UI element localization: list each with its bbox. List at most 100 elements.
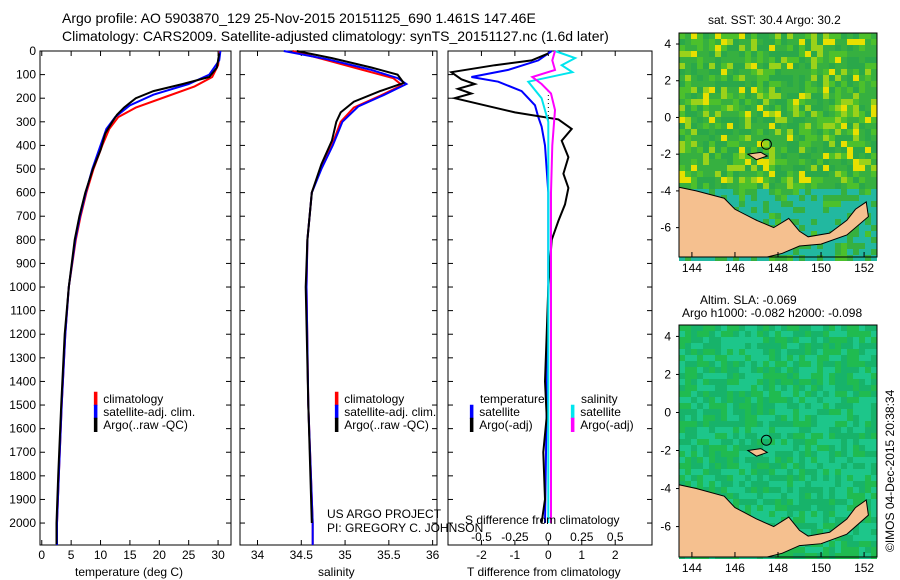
map-cell	[871, 237, 877, 243]
map-cell	[865, 493, 871, 499]
map-cell	[871, 409, 877, 415]
map-cell	[805, 69, 811, 75]
map-cell	[859, 499, 865, 505]
map-cell	[835, 93, 841, 99]
map-cell	[847, 99, 853, 105]
map-cell	[805, 397, 811, 403]
map-cell	[739, 499, 745, 505]
map-cell	[745, 487, 751, 493]
map-cell	[715, 183, 721, 189]
map-cell	[805, 207, 811, 213]
map-cell	[805, 201, 811, 207]
map-cell	[733, 415, 739, 421]
map-cell	[841, 105, 847, 111]
map-cell	[853, 135, 859, 141]
map-cell	[703, 87, 709, 93]
map-cell	[769, 469, 775, 475]
map-cell	[715, 463, 721, 469]
map-cell	[727, 39, 733, 45]
map-cell	[769, 367, 775, 373]
map-cell	[697, 255, 703, 261]
depth-tick-label: 2000	[9, 516, 36, 530]
map-cell	[793, 147, 799, 153]
map-cell	[853, 439, 859, 445]
map-cell	[781, 195, 787, 201]
map-cell	[727, 57, 733, 63]
map-cell	[859, 183, 865, 189]
map-cell	[835, 141, 841, 147]
map-cell	[757, 391, 763, 397]
map-cell	[781, 553, 787, 559]
map-cell	[733, 81, 739, 87]
map-cell	[733, 421, 739, 427]
map-cell	[829, 439, 835, 445]
map-cell	[817, 367, 823, 373]
map-cell	[847, 499, 853, 505]
map-cell	[679, 93, 685, 99]
map-cell	[703, 325, 709, 331]
map-cell	[865, 33, 871, 39]
map-cell	[757, 165, 763, 171]
map-cell	[703, 33, 709, 39]
map-cell	[871, 529, 877, 535]
map-cell	[733, 403, 739, 409]
map-cell	[853, 535, 859, 541]
map-cell	[859, 547, 865, 553]
map-cell	[781, 33, 787, 39]
map-cell	[781, 147, 787, 153]
map-cell	[745, 111, 751, 117]
map-cell	[805, 189, 811, 195]
map-cell	[697, 123, 703, 129]
map-cell	[721, 87, 727, 93]
map-cell	[847, 553, 853, 559]
map-cell	[799, 511, 805, 517]
map-cell	[817, 75, 823, 81]
map-cell	[823, 445, 829, 451]
map-cell	[769, 123, 775, 129]
map-cell	[793, 475, 799, 481]
map-cell	[757, 385, 763, 391]
map-cell	[871, 421, 877, 427]
map-cell	[679, 349, 685, 355]
map-cell	[865, 475, 871, 481]
map-cell	[847, 445, 853, 451]
map-cell	[757, 373, 763, 379]
map-cell	[799, 415, 805, 421]
map-cell	[823, 385, 829, 391]
map-cell	[805, 547, 811, 553]
map-cell	[817, 141, 823, 147]
map-cell	[787, 159, 793, 165]
map-cell	[727, 349, 733, 355]
map-cell	[853, 463, 859, 469]
map-cell	[697, 135, 703, 141]
map-cell	[793, 69, 799, 75]
map-cell	[823, 373, 829, 379]
map-cell	[835, 207, 841, 213]
map-cell	[787, 123, 793, 129]
map-cell	[733, 147, 739, 153]
map-cell	[841, 499, 847, 505]
x-tick-label: 15	[123, 548, 137, 562]
map-cell	[829, 415, 835, 421]
map-cell	[817, 177, 823, 183]
lat-tick-label: -4	[660, 482, 671, 496]
map-cell	[823, 171, 829, 177]
map-cell	[871, 481, 877, 487]
map-cell	[823, 189, 829, 195]
map-cell	[823, 337, 829, 343]
map-cell	[853, 177, 859, 183]
map-cell	[829, 123, 835, 129]
map-cell	[817, 57, 823, 63]
map-cell	[841, 81, 847, 87]
map-cell	[829, 397, 835, 403]
map-cell	[799, 63, 805, 69]
map-cell	[841, 99, 847, 105]
map-cell	[751, 147, 757, 153]
map-cell	[739, 207, 745, 213]
map-cell	[709, 99, 715, 105]
map-cell	[733, 93, 739, 99]
map-cell	[871, 123, 877, 129]
map-cell	[847, 481, 853, 487]
map-cell	[721, 487, 727, 493]
map-cell	[763, 517, 769, 523]
